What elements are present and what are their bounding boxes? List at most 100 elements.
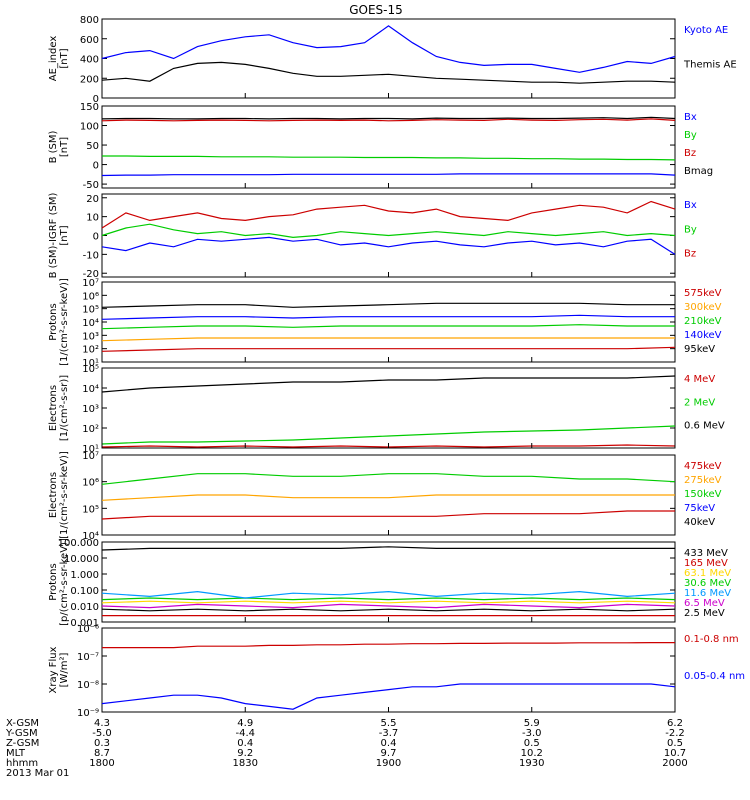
- y-axis-label: Electrons: [48, 472, 59, 518]
- y-tick-label: 10⁴: [82, 384, 99, 395]
- series-line: [101, 425, 676, 445]
- y-axis-label: [W/m²]: [59, 652, 70, 687]
- series-line: [101, 600, 676, 604]
- legend-entry: Kyoto AE: [684, 25, 728, 36]
- date-label: 2013 Mar 01: [6, 768, 69, 779]
- legend-entry: 4 MeV: [684, 374, 715, 385]
- y-tick-label: 20: [86, 194, 99, 205]
- y-axis-label: [1/(cm²-s-sr-keV)]: [59, 278, 70, 366]
- y-tick-label: 10⁻⁹: [77, 708, 99, 719]
- legend-entry: 300keV: [684, 302, 722, 313]
- x-axis-row-label: Y-GSM: [5, 728, 38, 739]
- y-tick-label: -20: [83, 269, 99, 280]
- y-tick-label: 10²: [82, 345, 99, 356]
- panel-6: 10⁴ 10⁵ 10⁶ 10⁷ Electrons [1/(cm²-s-sr-keV)] 4…: [48, 451, 722, 542]
- plot-title: GOES-15: [349, 3, 403, 17]
- x-axis-value: 2000: [662, 758, 687, 769]
- series-line: [101, 116, 676, 120]
- legend-entry: By: [684, 224, 697, 235]
- legend-entry: 210keV: [684, 316, 722, 327]
- series-line: [101, 683, 676, 710]
- y-tick-label: 400: [80, 55, 99, 66]
- series-line: [101, 324, 675, 330]
- legend-entry: 2.5 MeV: [684, 608, 725, 619]
- series-line: [101, 608, 676, 612]
- series-line: [101, 603, 676, 609]
- panel-2: -50 0 50 100 150 B (SM) [nT] Bx By Bz Bmag: [48, 102, 713, 191]
- series-line: [101, 494, 675, 501]
- series-line: [101, 118, 676, 122]
- legend-entry: 40keV: [684, 517, 715, 528]
- series-line: [101, 375, 676, 393]
- legend-entry: 150keV: [684, 489, 722, 500]
- y-tick-label: 10¹: [82, 444, 99, 455]
- y-axis-label: [nT]: [59, 137, 70, 157]
- x-axis-value: 0.3: [94, 738, 110, 749]
- x-axis-value: 5.9: [524, 718, 540, 729]
- series-line: [101, 173, 676, 177]
- x-axis-value: 6.2: [667, 718, 683, 729]
- series-line: [101, 200, 676, 229]
- x-axis-value: 9.7: [381, 748, 397, 759]
- legend-entry: 475keV: [684, 461, 722, 472]
- legend-entry: 165 MeV: [684, 558, 728, 569]
- x-axis-value: 9.2: [237, 748, 253, 759]
- panel-7: 0.001 0.010 0.100 1.000 10.000 100.000 Protons…: [48, 538, 731, 629]
- y-tick-label: 10⁶: [82, 291, 99, 302]
- legend-entry: 2 MeV: [684, 397, 715, 408]
- x-axis-value: -4.4: [235, 728, 255, 739]
- x-axis-value: 10.7: [664, 748, 686, 759]
- x-axis-row-label: MLT: [6, 748, 26, 759]
- series-line: [101, 236, 676, 255]
- x-axis-value: 4.3: [94, 718, 110, 729]
- legend-entry: Bx: [684, 200, 697, 211]
- y-axis-label: B (SM)-IGRF (SM): [48, 193, 59, 279]
- series-line: [102, 641, 675, 649]
- legend-entry: 140keV: [684, 330, 722, 341]
- legend-entry: 433 MeV: [684, 548, 728, 559]
- x-axis-value: 0.5: [524, 738, 540, 749]
- y-tick-label: 10⁴: [82, 318, 99, 329]
- legend-entry: 11.6 MeV: [684, 588, 731, 599]
- y-tick-label: 10⁻⁷: [77, 652, 99, 663]
- x-axis-row-label: hhmm: [6, 758, 38, 769]
- y-tick-label: -50: [83, 180, 99, 191]
- y-tick-label: 100.000: [58, 538, 99, 549]
- legend-entry: Bz: [684, 249, 696, 260]
- x-axis-value: -5.0: [92, 728, 112, 739]
- series-line: [101, 25, 676, 73]
- y-tick-label: 100: [80, 122, 99, 133]
- series-line: [101, 302, 675, 308]
- x-axis-value: 1830: [233, 758, 258, 769]
- x-axis-value: 1900: [376, 758, 401, 769]
- y-tick-label: 10²: [82, 424, 99, 435]
- y-axis-label: [p/(cm²-s-sr-keV)]: [59, 538, 70, 626]
- y-tick-label: 10⁵: [82, 305, 99, 316]
- y-tick-label: 0.100: [70, 586, 99, 597]
- series-line: [101, 546, 675, 551]
- series-line: [101, 223, 676, 239]
- y-tick-label: 10³: [82, 331, 99, 342]
- y-axis-label: [1/(cm²-s-sr-keV)]: [59, 451, 70, 539]
- x-axis-value: 0.4: [381, 738, 397, 749]
- x-axis-value: -3.0: [522, 728, 542, 739]
- x-axis-value: 8.7: [94, 748, 110, 759]
- panel-3: -20 -10 0 10 20 B (SM)-IGRF (SM) [nT] Bx By Bz: [48, 193, 697, 281]
- y-tick-label: 800: [80, 15, 99, 26]
- series-line: [101, 473, 676, 485]
- panel-1: 0 200 400 600 800 AE_index [nT] Kyoto AE Themis …: [48, 15, 737, 105]
- y-tick-label: 10: [86, 213, 99, 224]
- series-line: [101, 510, 675, 520]
- legend-entry: 30.6 MeV: [684, 578, 731, 589]
- y-axis-label: [nT]: [59, 48, 70, 68]
- series-line: [102, 155, 676, 161]
- y-axis-label: Electrons: [48, 385, 59, 431]
- panel-4: 10¹ 10² 10³ 10⁴ 10⁵ 10⁶ 10⁷ Protons [1/(cm²-s-sr…: [48, 278, 722, 369]
- y-tick-label: 10⁷: [82, 451, 99, 462]
- x-axis-row-label: X-GSM: [6, 718, 39, 729]
- y-tick-label: 0.001: [70, 618, 99, 629]
- x-axis-value: 4.9: [237, 718, 253, 729]
- y-tick-label: 10¹: [82, 358, 99, 369]
- panel-frame: [101, 281, 676, 363]
- x-axis-value: 1800: [89, 758, 114, 769]
